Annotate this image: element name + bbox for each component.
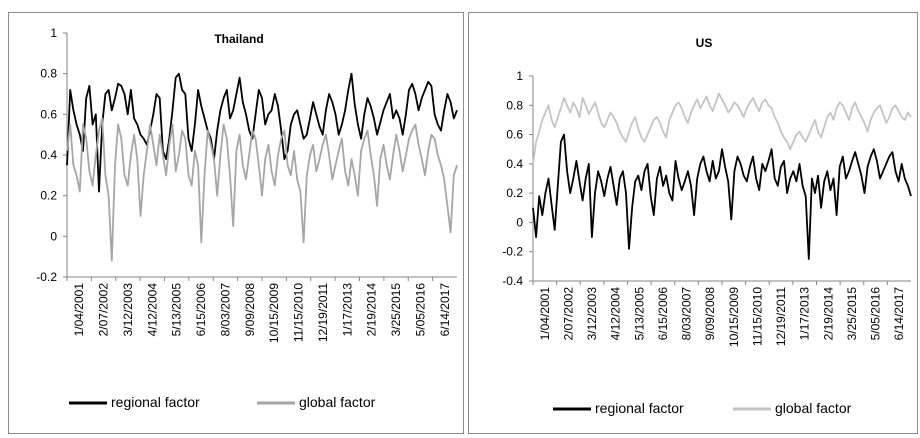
y-tick-label: 0 <box>50 229 57 243</box>
x-tick-label: 5/13/2005 <box>632 287 646 341</box>
us-chart: US -0.4 -0.2 0 0.2 0.4 0.6 0.8 1 1/04/2001 2/07/20… <box>502 36 912 416</box>
y-tick-label: 0.2 <box>506 186 523 200</box>
x-tick-label: 6/15/2006 <box>194 283 208 337</box>
x-tick-label: 4/12/2004 <box>609 287 623 341</box>
x-tick-label: 1/17/2013 <box>340 283 354 337</box>
x-tick-label: 2/07/2002 <box>561 287 575 341</box>
x-tick-label: 3/12/2003 <box>585 287 599 341</box>
x-tick-label: 1/17/2013 <box>798 287 812 341</box>
series-line-global-factor <box>532 92 912 165</box>
series-line-regional-factor <box>532 133 912 260</box>
legend-label: global factor <box>299 394 376 410</box>
thailand-chart: Thailand -0.2 0 0.2 0.4 0.6 0.8 1 1/04/2001 2/07/… <box>36 26 458 410</box>
x-tick-label: 11/15/2010 <box>750 287 764 346</box>
x-tick-label: 3/12/2003 <box>121 283 135 337</box>
x-tick-label: 1/04/2001 <box>538 287 552 341</box>
y-tick-label: 1 <box>50 26 57 40</box>
x-tick-label: 2/19/2014 <box>821 287 835 341</box>
x-tick-label: 12/19/2011 <box>316 283 330 342</box>
y-tick-label: -0.2 <box>502 245 523 259</box>
legend-label: regional factor <box>111 394 200 410</box>
x-tick-label: 10/15/2009 <box>267 283 281 343</box>
x-tick-label: 3/25/2015 <box>845 287 859 341</box>
x-tick-label: 2/19/2014 <box>365 283 379 337</box>
series-line-regional-factor <box>66 72 458 193</box>
y-tick-label: 0 <box>516 215 523 229</box>
chart-title: Thailand <box>214 32 263 46</box>
x-tick-label: 8/03/2007 <box>218 283 232 337</box>
y-tick-label: -0.4 <box>502 274 523 288</box>
x-tick-label: 8/03/2007 <box>680 287 694 341</box>
y-tick-label: 1 <box>516 69 523 83</box>
thailand-chart-panel: Thailand -0.2 0 0.2 0.4 0.6 0.8 1 1/04/2001 2/07/… <box>8 12 464 434</box>
x-tick-label: 5/13/2005 <box>170 283 184 337</box>
x-tick-label: 12/19/2011 <box>774 287 788 346</box>
x-tick-label: 3/25/2015 <box>389 283 403 337</box>
us-chart-panel: US -0.4 -0.2 0 0.2 0.4 0.6 0.8 1 1/04/2001 2/07/20… <box>468 12 918 434</box>
y-tick-label: 0.2 <box>40 189 57 203</box>
y-tick-label: 0.6 <box>40 107 57 121</box>
x-tick-label: 6/15/2006 <box>656 287 670 341</box>
legend-label: regional factor <box>595 400 684 416</box>
x-tick-label: 5/05/2016 <box>869 287 883 341</box>
x-tick-label: 9/09/2008 <box>703 287 717 341</box>
y-tick-label: 0.8 <box>40 67 57 81</box>
x-tick-label: 1/04/2001 <box>72 283 86 337</box>
legend: regional factor global factor <box>69 394 376 410</box>
legend: regional factor global factor <box>553 400 852 416</box>
x-tick-label: 10/15/2009 <box>727 287 741 347</box>
x-tick-label: 6/14/2017 <box>892 287 906 341</box>
x-tick-label: 11/15/2010 <box>292 283 306 342</box>
x-tick-label: 9/09/2008 <box>243 283 257 337</box>
chart-title: US <box>696 36 713 50</box>
y-tick-label: 0.6 <box>506 128 523 142</box>
x-tick-label: 6/14/2017 <box>438 283 452 337</box>
y-tick-label: 0.4 <box>40 148 57 162</box>
legend-label: global factor <box>775 400 852 416</box>
y-tick-label: 0.4 <box>506 157 523 171</box>
series-line-global-factor <box>66 117 458 262</box>
x-tick-label: 5/05/2016 <box>413 283 427 337</box>
x-tick-label: 4/12/2004 <box>145 283 159 337</box>
y-tick-label: 0.8 <box>506 98 523 112</box>
y-tick-label: -0.2 <box>36 270 57 284</box>
x-tick-label: 2/07/2002 <box>97 283 111 337</box>
